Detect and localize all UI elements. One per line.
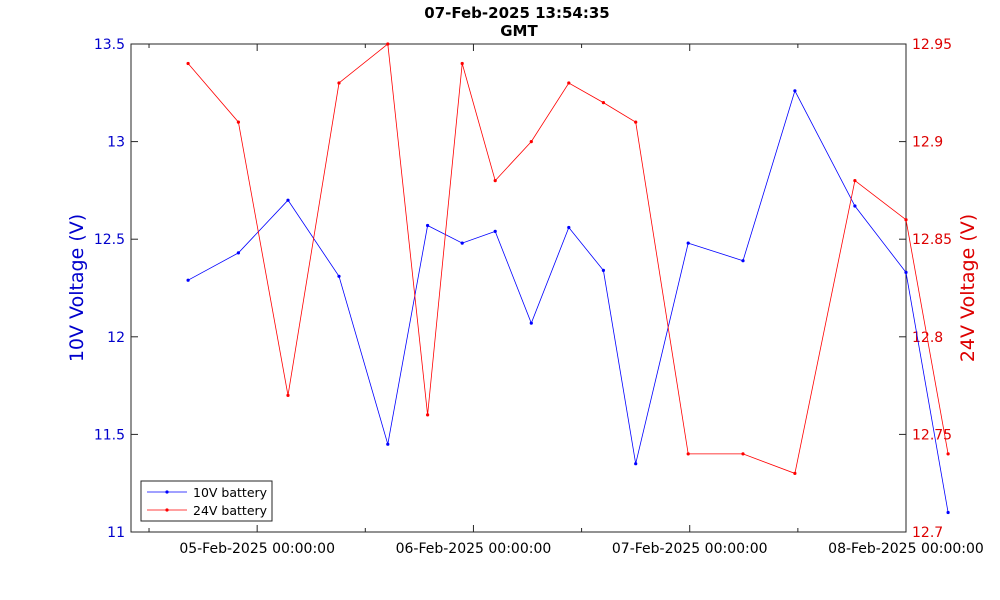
y-tick-label-left: 11.5 — [94, 427, 125, 443]
legend-marker-10v — [165, 490, 169, 494]
data-point-24v — [853, 179, 857, 183]
data-point-10v — [634, 462, 638, 466]
data-point-24v — [946, 452, 950, 456]
series-line-24v — [187, 43, 949, 474]
data-point-24v — [286, 393, 290, 397]
legend-marker-24v — [165, 508, 169, 512]
data-point-24v — [493, 179, 497, 183]
y-tick-label-left: 13.5 — [94, 37, 125, 53]
legend-label-24v: 24V battery — [193, 503, 268, 518]
data-point-10v — [493, 229, 497, 233]
data-point-24v — [460, 61, 464, 66]
data-point-24v — [567, 81, 571, 85]
series-layer — [186, 42, 950, 515]
y-axis-label-left: 10V Voltage (V) — [66, 214, 88, 362]
chart-subtitle: GMT — [500, 22, 538, 40]
data-point-24v — [426, 413, 430, 417]
data-point-24v — [337, 81, 341, 85]
data-point-24v — [186, 61, 190, 66]
axis-ticks: 1111.51212.51313.512.712.7512.812.8512.9… — [94, 37, 984, 557]
data-point-24v — [904, 218, 908, 222]
data-point-10v — [236, 251, 240, 255]
data-point-24v — [741, 452, 745, 456]
data-point-10v — [460, 241, 464, 245]
data-point-10v — [186, 278, 190, 282]
y-tick-label-right: 12.95 — [912, 37, 952, 53]
y-tick-label-left: 12.5 — [94, 232, 125, 248]
data-point-10v — [386, 442, 390, 446]
data-point-10v — [946, 510, 950, 515]
data-point-24v — [686, 452, 690, 456]
data-point-24v — [634, 120, 638, 124]
data-point-10v — [286, 198, 290, 202]
data-point-24v — [601, 101, 606, 105]
data-point-24v — [236, 120, 240, 124]
y-axis-label-right: 24V Voltage (V) — [957, 214, 979, 362]
x-tick-label: 06-Feb-2025 00:00:00 — [396, 541, 552, 557]
y-tick-label-left: 11 — [107, 525, 125, 541]
data-point-10v — [853, 204, 857, 208]
data-point-10v — [601, 268, 606, 272]
data-point-24v — [793, 471, 797, 475]
x-tick-label: 07-Feb-2025 00:00:00 — [612, 541, 768, 557]
y-tick-label-left: 12 — [107, 330, 125, 346]
x-tick-label: 05-Feb-2025 00:00:00 — [179, 541, 335, 557]
legend: 10V battery 24V battery — [140, 480, 273, 522]
data-point-10v — [686, 241, 690, 245]
plot-area — [130, 43, 907, 533]
chart-title: 07-Feb-2025 13:54:35 — [424, 4, 609, 22]
series-line-10v — [187, 89, 949, 513]
data-point-10v — [567, 225, 571, 230]
legend-label-10v: 10V battery — [193, 485, 268, 500]
y-tick-label-left: 13 — [107, 135, 125, 151]
x-tick-label: 08-Feb-2025 00:00:00 — [828, 541, 984, 557]
y-tick-label-right: 12.9 — [912, 135, 943, 151]
y-tick-label-right: 12.75 — [912, 427, 952, 443]
data-point-10v — [337, 274, 341, 278]
y-tick-label-right: 12.85 — [912, 232, 952, 248]
data-point-10v — [741, 259, 745, 263]
legend-box — [140, 480, 273, 522]
data-point-10v — [904, 270, 908, 274]
data-point-10v — [529, 321, 533, 325]
data-point-24v — [386, 42, 390, 46]
data-point-10v — [793, 89, 797, 93]
y-tick-label-right: 12.7 — [912, 525, 943, 541]
data-point-10v — [426, 223, 430, 228]
data-point-24v — [529, 140, 533, 144]
